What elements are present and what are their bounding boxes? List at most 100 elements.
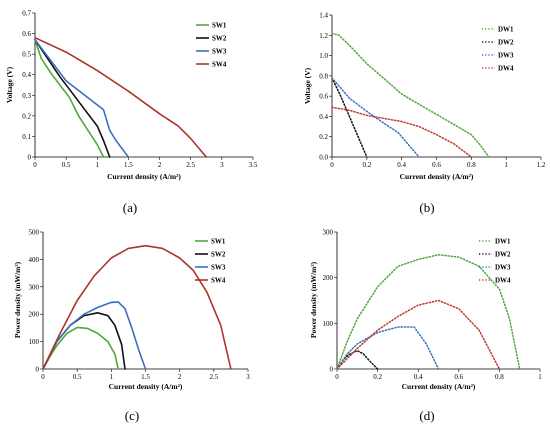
y-tick-label: 0.8 [319, 72, 328, 80]
series-line-sw4 [34, 36, 208, 158]
chart-panel-c: 0 0.5 1 1.5 2 2.5 3 0 100 200 300 400 500 Current den… [13, 229, 250, 424]
y-tick-label: 300 [29, 283, 40, 291]
x-axis-title: Current density (A/m²) [400, 172, 474, 181]
x-tick-label: 0 [335, 373, 339, 381]
x-tick-label: 2.5 [186, 161, 195, 169]
y-axis-title: Power density (mW/m²) [13, 261, 22, 338]
y-tick-label: 0.6 [22, 30, 31, 38]
y-tick-label: 1.2 [319, 32, 328, 40]
x-tick-label: 2 [178, 373, 182, 381]
legend-label-sw2: SW2 [212, 35, 227, 43]
y-tick-label: 500 [29, 229, 40, 237]
y-axis-title: Voltage (V) [5, 66, 14, 103]
series-line-dw4 [336, 299, 501, 370]
panel-label: (a) [123, 200, 137, 215]
legend-label-dw3: DW3 [495, 264, 511, 272]
series-line-dw1 [336, 254, 521, 370]
legend-label-sw2: SW2 [211, 251, 226, 259]
panel-label: (c) [125, 408, 139, 423]
x-tick-label: 3 [220, 161, 224, 169]
x-tick-label: 0.8 [467, 161, 476, 169]
panel-label: (b) [419, 200, 434, 215]
legend-label-sw4: SW4 [211, 277, 226, 285]
x-tick-label: 1.5 [124, 161, 133, 169]
x-tick-label: 1.2 [537, 161, 546, 169]
x-tick-label: 0 [330, 161, 334, 169]
x-axis-title: Current density (A/m²) [402, 382, 476, 391]
x-tick-label: 2.5 [209, 373, 218, 381]
x-tick-label: 0.5 [62, 161, 71, 169]
legend-label-dw4: DW4 [495, 277, 511, 285]
x-tick-label: 0.8 [495, 373, 504, 381]
y-tick-label: 1.0 [319, 52, 328, 60]
y-tick-label: 0.1 [22, 133, 31, 141]
y-tick-label: 0.2 [22, 112, 31, 120]
y-tick-label: 0.7 [22, 10, 31, 18]
legend-label-dw1: DW1 [495, 238, 511, 246]
series-line-dw4 [331, 106, 473, 158]
legend-label-sw1: SW1 [212, 22, 227, 30]
x-tick-label: 0.4 [397, 161, 406, 169]
chart-panel-a: 0 0.5 1 1.5 2 2.5 3 3.5 0 0.1 0.2 0.3 0.4 0.5 0.6 0.7 Cu… [5, 10, 258, 216]
series-line-sw3 [42, 301, 147, 370]
x-tick-label: 1 [110, 373, 114, 381]
y-tick-label: 100 [29, 338, 40, 346]
legend-label-dw3: DW3 [498, 52, 514, 60]
series-line-sw1 [34, 38, 105, 158]
legend-label-sw4: SW4 [212, 61, 227, 69]
x-tick-label: 0 [41, 373, 45, 381]
y-tick-label: 0.2 [319, 133, 328, 141]
y-tick-label: 0.0 [319, 154, 328, 162]
x-tick-label: 0.6 [432, 161, 441, 169]
legend-label-sw1: SW1 [211, 238, 226, 246]
series-line-sw2 [42, 311, 126, 370]
y-tick-label: 1.4 [319, 12, 328, 20]
series-line-sw3 [34, 38, 130, 158]
y-tick-label: 0.6 [319, 93, 328, 101]
y-tick-label: 0.3 [22, 92, 31, 100]
y-axis-title: Power density (mW/m²) [309, 261, 318, 338]
x-tick-label: 1 [504, 161, 508, 169]
series-line-dw3 [336, 326, 440, 370]
legend-label-dw2: DW2 [498, 39, 514, 47]
x-tick-label: 0.4 [414, 373, 423, 381]
legend-label-dw1: DW1 [498, 26, 514, 34]
x-tick-label: 1 [96, 161, 100, 169]
x-tick-label: 3 [246, 373, 250, 381]
x-tick-label: 0.5 [73, 373, 82, 381]
y-tick-label: 300 [323, 229, 334, 237]
x-tick-label: 1 [538, 373, 542, 381]
x-tick-label: 3.5 [249, 161, 258, 169]
series-line-sw1 [42, 326, 119, 370]
y-tick-label: 0.4 [319, 113, 328, 121]
series-line-dw2 [331, 77, 368, 158]
y-tick-label: 0.5 [22, 51, 31, 59]
legend-label-sw3: SW3 [211, 264, 226, 272]
x-tick-label: 1.5 [141, 373, 150, 381]
y-tick-label: 0.4 [22, 71, 31, 79]
x-axis-title: Current density (A/m²) [107, 172, 181, 181]
panel-label: (d) [419, 408, 434, 423]
legend-label-dw4: DW4 [498, 65, 514, 73]
series-line-sw4 [42, 244, 232, 370]
series-line-dw1 [331, 32, 490, 158]
y-tick-label: 0 [28, 154, 32, 162]
y-tick-label: 200 [323, 274, 334, 282]
chart-panel-d: 0 0.2 0.4 0.6 0.8 1 0 100 200 300 Current density … [309, 229, 542, 424]
y-tick-label: 400 [29, 256, 40, 264]
x-tick-label: 0.2 [362, 161, 371, 169]
series-line-sw2 [34, 38, 111, 158]
x-tick-label: 0 [33, 161, 37, 169]
legend-label-sw3: SW3 [212, 48, 227, 56]
y-tick-label: 0 [330, 366, 334, 374]
x-tick-label: 2 [158, 161, 162, 169]
y-axis-title: Voltage (V) [303, 67, 312, 104]
legend-label-dw2: DW2 [495, 251, 511, 259]
x-tick-label: 0.2 [373, 373, 382, 381]
x-tick-label: 0.6 [454, 373, 463, 381]
y-tick-label: 0 [36, 366, 40, 374]
chart-panel-b: 0 0.2 0.4 0.6 0.8 1 1.2 0.0 0.2 0.4 0.6 0.8 1.0 1.2 1.… [303, 12, 546, 216]
x-axis-title: Current density (A/m²) [109, 382, 183, 391]
y-tick-label: 200 [29, 311, 40, 319]
